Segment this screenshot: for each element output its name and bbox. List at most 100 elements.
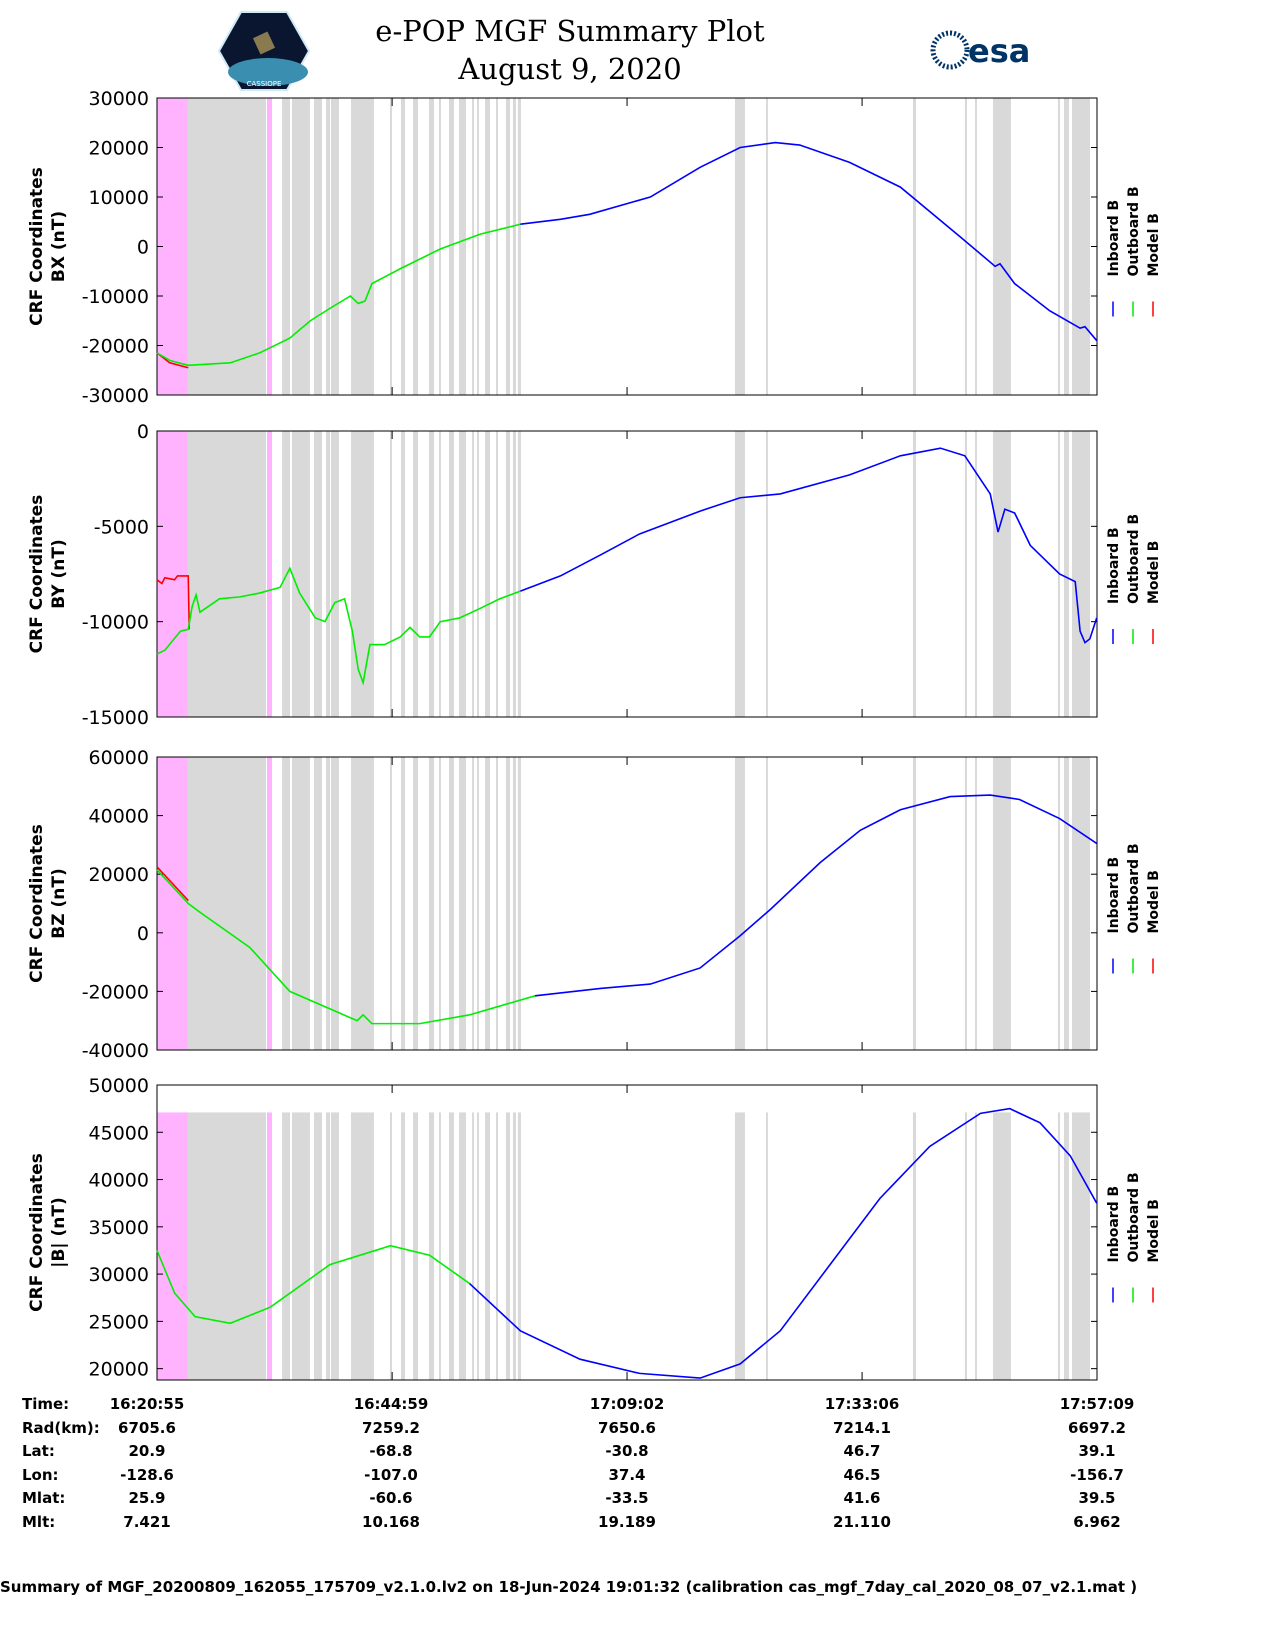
row-label: Lat: bbox=[22, 1442, 55, 1460]
table-cell: -107.0 bbox=[364, 1465, 418, 1484]
table-cell: 39.1 bbox=[1078, 1442, 1116, 1460]
table-cell: 10.168 bbox=[362, 1512, 420, 1531]
gap-band bbox=[964, 431, 967, 717]
legend-label: Model B bbox=[1146, 213, 1162, 276]
legend-label: Outboard B bbox=[1126, 514, 1142, 604]
gap-band bbox=[485, 757, 491, 1050]
y-tick-label: 25000 bbox=[89, 1311, 149, 1333]
gap-band bbox=[187, 98, 267, 395]
gap-band bbox=[330, 1112, 339, 1380]
gap-band bbox=[413, 431, 419, 717]
gap-band bbox=[964, 1112, 967, 1380]
gap-band bbox=[477, 757, 479, 1050]
gap-band bbox=[448, 757, 454, 1050]
gap-band bbox=[187, 757, 267, 1050]
y-tick-label: 45000 bbox=[89, 1122, 149, 1144]
table-cell: 20.9 bbox=[128, 1442, 166, 1460]
gap-band bbox=[313, 431, 322, 717]
table-cell: -68.8 bbox=[369, 1442, 413, 1460]
inboard-b-line bbox=[469, 1107, 1098, 1379]
table-cell: 16:44:59 bbox=[353, 1395, 429, 1413]
y-tick-label: -10000 bbox=[82, 612, 149, 634]
gap-band bbox=[992, 431, 1011, 717]
gap-band bbox=[389, 98, 393, 395]
table-cell: 46.5 bbox=[843, 1465, 881, 1484]
gap-band bbox=[389, 757, 393, 1050]
gap-band bbox=[517, 431, 521, 717]
row-label: Mlat: bbox=[22, 1489, 66, 1507]
gap-band bbox=[413, 1112, 419, 1380]
legend-label: Outboard B bbox=[1126, 186, 1142, 276]
row-label: Rad(km): bbox=[22, 1418, 100, 1437]
table-cell: -33.5 bbox=[605, 1489, 649, 1507]
flag-band bbox=[266, 1112, 272, 1380]
gap-band bbox=[992, 1112, 1011, 1380]
y-tick-label: 40000 bbox=[89, 1170, 149, 1192]
table-cell: 6697.2 bbox=[1068, 1418, 1126, 1437]
gap-band bbox=[505, 98, 511, 395]
table-cell: 6.962 bbox=[1073, 1512, 1121, 1531]
gap-band bbox=[992, 757, 1011, 1050]
y-axis-label: BZ (nT) bbox=[49, 868, 69, 938]
gap-band bbox=[1071, 431, 1090, 717]
y-tick-label: 30000 bbox=[89, 1264, 149, 1286]
gap-band bbox=[313, 98, 322, 395]
gap-band bbox=[472, 1112, 474, 1380]
gap-band bbox=[448, 431, 454, 717]
gap-band bbox=[512, 98, 516, 395]
row-label: Lon: bbox=[22, 1465, 59, 1484]
y-tick-label: 35000 bbox=[89, 1217, 149, 1239]
gap-band bbox=[734, 431, 745, 717]
gap-band bbox=[350, 98, 374, 395]
gap-band bbox=[325, 431, 330, 717]
table-cell: 6705.6 bbox=[118, 1418, 176, 1437]
gap-band bbox=[1057, 98, 1060, 395]
flag-band bbox=[157, 431, 188, 717]
gap-band bbox=[330, 431, 339, 717]
gap-band bbox=[964, 98, 967, 395]
gap-band bbox=[401, 431, 406, 717]
table-cell: 19.189 bbox=[598, 1512, 656, 1531]
gap-band bbox=[439, 757, 441, 1050]
gap-band bbox=[974, 431, 977, 717]
legend-label: Inboard B bbox=[1106, 527, 1122, 604]
table-cell: 46.7 bbox=[843, 1442, 881, 1460]
gap-band bbox=[428, 98, 435, 395]
esa-logo: esa bbox=[930, 30, 1030, 70]
gap-band bbox=[505, 431, 511, 717]
gap-band bbox=[428, 431, 435, 717]
y-tick-label: 50000 bbox=[89, 1075, 149, 1097]
inboard-b-line bbox=[520, 141, 1098, 342]
gap-band bbox=[439, 98, 441, 395]
gap-band bbox=[325, 1112, 330, 1380]
gap-band bbox=[291, 1112, 310, 1380]
table-cell: 21.110 bbox=[833, 1512, 891, 1531]
y-axis-label: BX (nT) bbox=[49, 211, 69, 282]
gap-band bbox=[912, 98, 916, 395]
gap-band bbox=[459, 757, 466, 1050]
y-tick-label: -30000 bbox=[82, 385, 149, 407]
y-tick-label: -5000 bbox=[94, 516, 149, 538]
flag-band bbox=[157, 757, 188, 1050]
gap-band bbox=[765, 1112, 768, 1380]
plot-title: e-POP MGF Summary Plot August 9, 2020 bbox=[330, 12, 810, 88]
y-tick-label: 20000 bbox=[89, 864, 149, 886]
gap-band bbox=[187, 1112, 267, 1380]
y-tick-label: 0 bbox=[137, 421, 149, 443]
gap-band bbox=[291, 98, 310, 395]
table-cell: 16:20:55 bbox=[109, 1395, 185, 1413]
gap-band bbox=[517, 757, 521, 1050]
y-tick-label: 0 bbox=[137, 237, 149, 259]
y-tick-label: 0 bbox=[137, 923, 149, 945]
gap-band bbox=[472, 757, 474, 1050]
title-text: e-POP MGF Summary Plot bbox=[375, 14, 765, 48]
gap-band bbox=[912, 431, 916, 717]
gap-band bbox=[330, 757, 339, 1050]
y-tick-label: -15000 bbox=[82, 707, 149, 729]
gap-band bbox=[495, 431, 499, 717]
gap-band bbox=[512, 431, 516, 717]
flag-band bbox=[266, 757, 272, 1050]
gap-band bbox=[477, 1112, 479, 1380]
legend-label: Model B bbox=[1146, 541, 1162, 604]
legend-label: Outboard B bbox=[1126, 1172, 1142, 1262]
